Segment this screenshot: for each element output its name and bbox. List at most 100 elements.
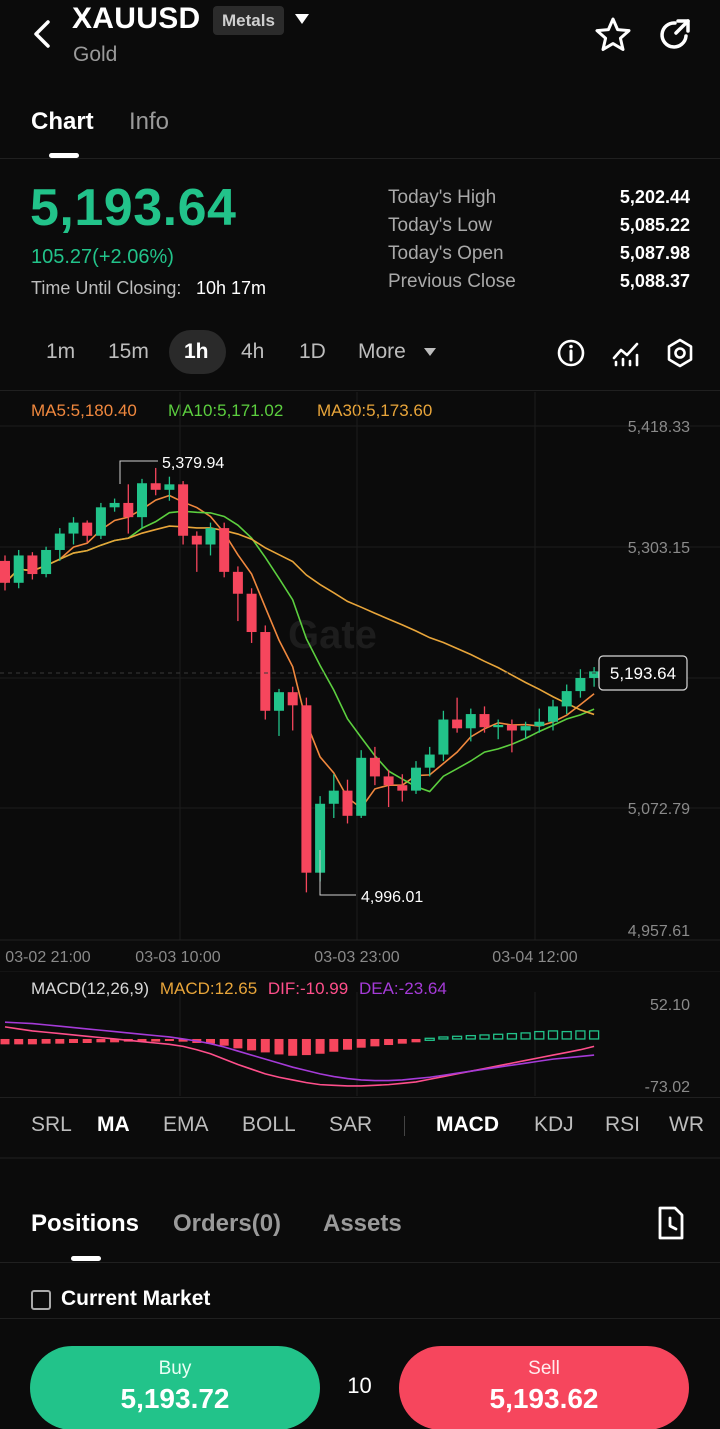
tab-positions[interactable]: Positions [31, 1210, 140, 1237]
candle-body [232, 571, 243, 594]
macd-bar [547, 1030, 559, 1040]
current-market-label: Current Market [61, 1287, 211, 1310]
indicator-wr[interactable]: WR [669, 1113, 704, 1136]
candle-body [548, 706, 558, 722]
macd-bar [465, 1034, 476, 1040]
last-price: 5,193.64 [30, 179, 237, 237]
last-price-label: 5,193.64 [610, 664, 676, 683]
dif-line [4, 1026, 595, 1087]
candle-body [342, 790, 353, 816]
macd-bar [233, 1038, 243, 1049]
ma10-legend: MA10:5,171.02 [168, 401, 284, 420]
macd-bar [479, 1034, 490, 1040]
favorite-star-icon[interactable] [594, 16, 632, 54]
macd-bar [27, 1038, 37, 1045]
indicator-ma[interactable]: MA [97, 1113, 130, 1136]
interval-4h[interactable]: 4h [241, 340, 265, 363]
interval-1m[interactable]: 1m [46, 340, 76, 363]
candle-body [397, 785, 408, 791]
tab-orders[interactable]: Orders(0) [173, 1210, 282, 1237]
candle-body [561, 691, 572, 707]
indicator-ema[interactable]: EMA [163, 1113, 209, 1136]
candle-body [109, 502, 120, 508]
time-axis: 03-02 21:00 03-03 10:00 03-03 23:00 03-04 1… [5, 949, 578, 966]
candle-body [54, 533, 65, 550]
tab-chart[interactable]: Chart [31, 108, 94, 135]
macd-bar [247, 1038, 257, 1051]
macd-bar [206, 1038, 215, 1044]
macd-bar [0, 1038, 10, 1045]
macd-params: MACD(12,26,9) [31, 979, 150, 998]
macd-bar [288, 1038, 298, 1056]
macd-bar [301, 1038, 311, 1056]
candle-body [274, 692, 284, 711]
low-annotation: 4,996.01 [361, 889, 423, 906]
indicator-sar[interactable]: SAR [329, 1113, 373, 1136]
divider [0, 1318, 720, 1319]
candle-body [0, 560, 10, 583]
candle-body [328, 790, 339, 804]
selected-interval-bg [169, 330, 226, 374]
candle-body [383, 776, 394, 786]
dif-value: DIF:-10.99 [267, 979, 349, 998]
buy-button[interactable]: Buy 5,193.72 [30, 1346, 320, 1429]
macd-chart[interactable]: 52.10 -73.02 [0, 992, 720, 1096]
watermark-text: Gate [288, 613, 377, 657]
candle-body [205, 528, 216, 545]
candle-body [27, 555, 38, 575]
buy-label: Buy [158, 1358, 192, 1379]
high-annotation: 5,379.94 [162, 455, 224, 472]
macd-bar [14, 1038, 24, 1045]
indicator-boll[interactable]: BOLL [242, 1113, 296, 1136]
stat-value-prev-close: 5,088.37 [619, 271, 690, 291]
time-tick: 03-04 12:00 [492, 949, 578, 966]
sell-price: 5,193.62 [489, 1383, 599, 1414]
macd-bar [506, 1032, 518, 1040]
candle-body [41, 549, 52, 575]
tab-info[interactable]: Info [129, 108, 170, 135]
macd-bar [520, 1032, 531, 1040]
chevron-down-icon[interactable] [294, 12, 310, 26]
price-tick: 5,418.33 [628, 419, 690, 436]
candle-body [95, 507, 106, 536]
macd-bar [219, 1038, 229, 1046]
stat-label-low: Today's Low [388, 215, 492, 236]
ma30-legend: MA30:5,173.60 [317, 401, 433, 420]
interval-1h[interactable]: 1h [184, 340, 209, 363]
share-icon[interactable] [656, 16, 694, 54]
quantity-value[interactable]: 10 [347, 1373, 372, 1398]
info-icon[interactable] [556, 338, 586, 368]
time-tick: 03-03 23:00 [314, 949, 400, 966]
sell-button[interactable]: Sell 5,193.62 [399, 1346, 689, 1429]
interval-more[interactable]: More [358, 340, 406, 363]
candle-body [123, 502, 134, 518]
current-market-checkbox[interactable] [31, 1290, 51, 1310]
indicator-macd[interactable]: MACD [436, 1113, 499, 1136]
back-arrow-icon[interactable] [24, 14, 64, 54]
interval-15m[interactable]: 15m [108, 340, 149, 363]
indicator-rsi[interactable]: RSI [605, 1113, 641, 1136]
time-tick: 03-02 21:00 [5, 949, 91, 966]
macd-tick-top: 52.10 [650, 997, 690, 1014]
tab-assets[interactable]: Assets [323, 1210, 402, 1237]
macd-bar [384, 1038, 394, 1046]
stat-label-high: Today's High [388, 187, 497, 208]
symbol-title[interactable]: XAUUSD [72, 2, 201, 35]
macd-bar [343, 1038, 352, 1050]
order-history-icon[interactable] [655, 1205, 687, 1241]
macd-bar [55, 1038, 65, 1044]
candle-body [452, 719, 463, 729]
more-chevron-icon[interactable] [424, 347, 436, 357]
macd-histogram [0, 1030, 600, 1056]
divider [0, 1157, 720, 1159]
drawing-tools-icon[interactable] [611, 338, 641, 368]
active-tab-indicator [71, 1256, 101, 1261]
chart-settings-icon[interactable] [665, 338, 695, 368]
ma30-line [4, 525, 595, 716]
stat-value-high: 5,202.44 [619, 187, 690, 207]
symbol-subtitle: Gold [73, 43, 118, 66]
interval-1d[interactable]: 1D [299, 340, 326, 363]
candlestick-chart[interactable]: Gate 5,418.33 5,303.15 5,072.79 4,957.61 03… [0, 392, 720, 972]
indicator-srl[interactable]: SRL [31, 1113, 72, 1136]
indicator-kdj[interactable]: KDJ [534, 1113, 574, 1136]
